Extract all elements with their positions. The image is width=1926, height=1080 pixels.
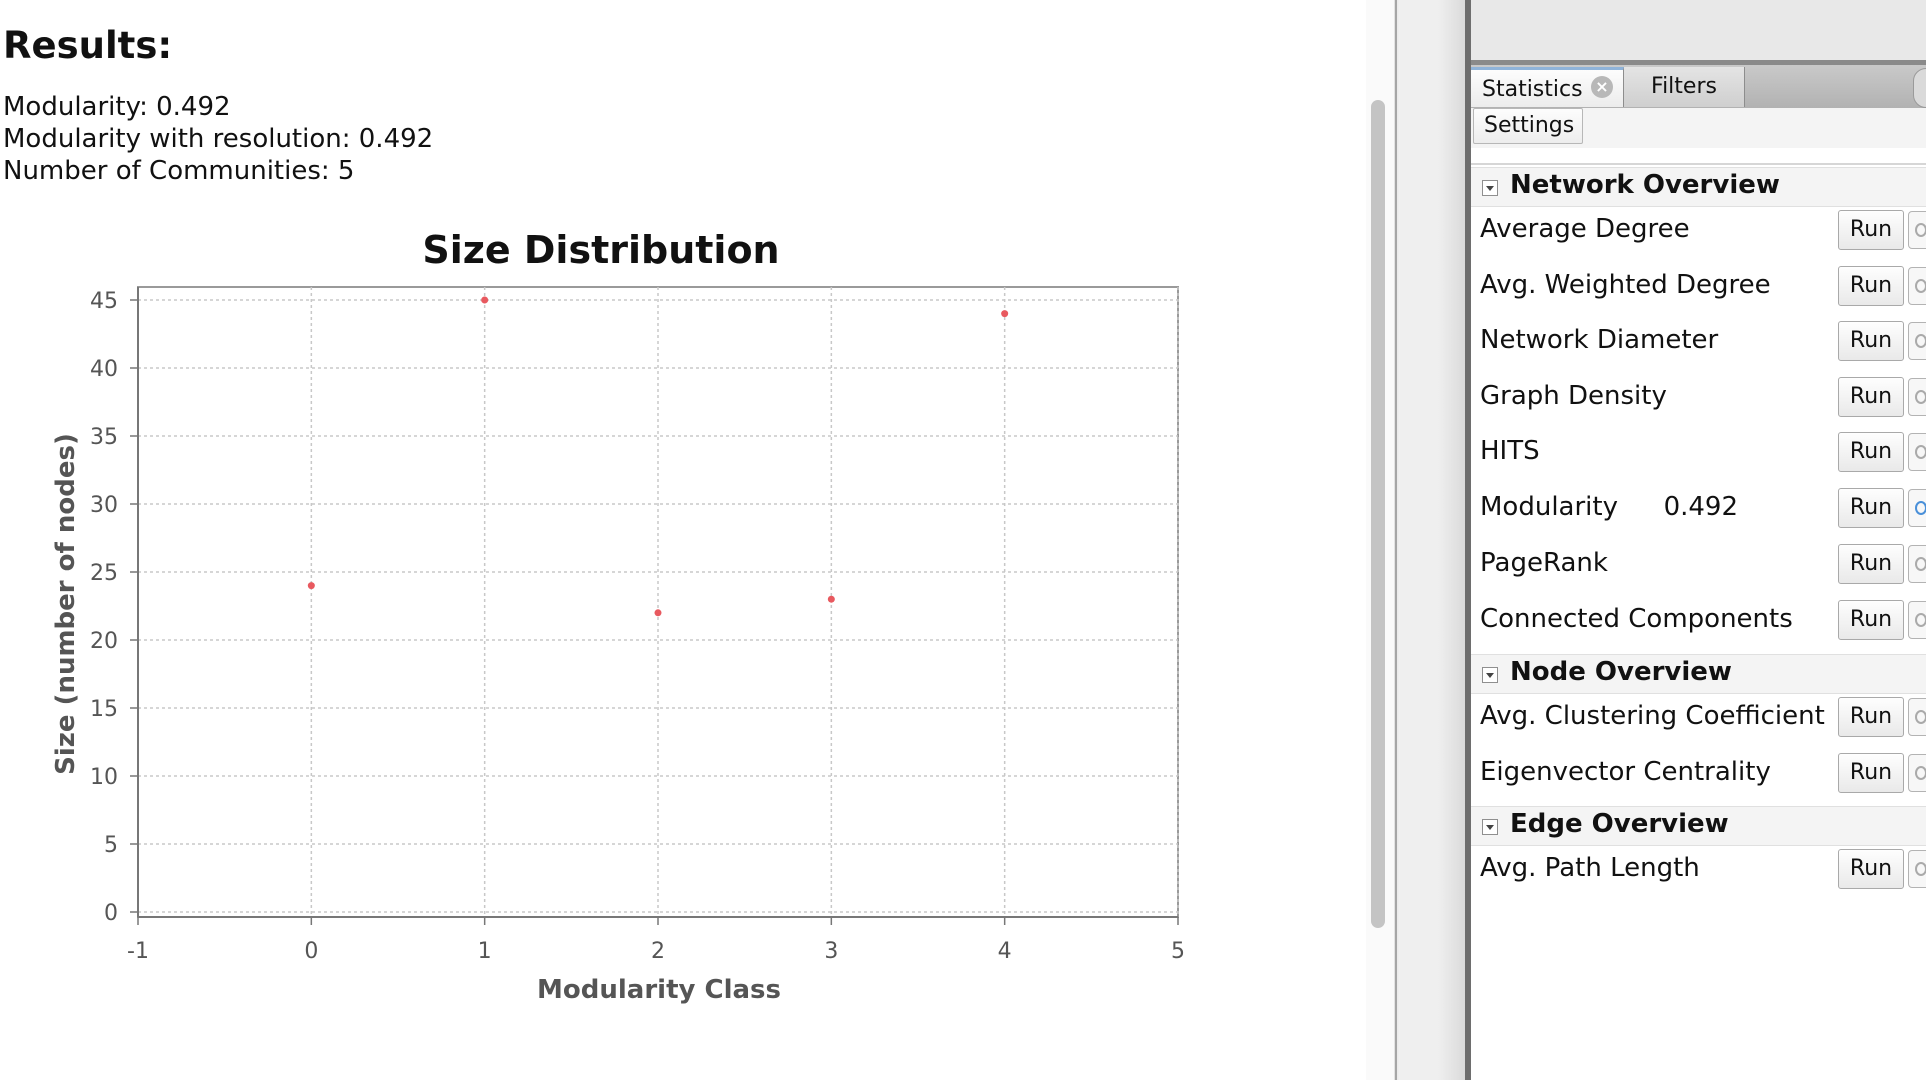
section-edge-overview[interactable]	[1471, 806, 1926, 846]
data-points	[307, 296, 1009, 617]
collapse-toggle-icon[interactable]	[1482, 819, 1498, 835]
section-title: Edge Overview	[1510, 809, 1729, 839]
collapse-toggle-icon[interactable]	[1482, 180, 1498, 196]
info-icon[interactable]	[1908, 211, 1926, 249]
y-tick-label: 35	[90, 425, 118, 450]
size-distribution-chart: Size Distribution Modularity Class Size …	[51, 228, 1185, 1005]
scrollbar-thumb[interactable]	[1371, 100, 1385, 928]
y-tick-label: 0	[104, 901, 118, 926]
metric-hits: HITS	[1480, 436, 1540, 466]
metric-graph-density: Graph Density	[1480, 381, 1667, 411]
metric-network-diameter: Network Diameter	[1480, 325, 1719, 355]
metric-connected-components: Connected Components	[1480, 604, 1793, 634]
modularity-value: 0.492	[1663, 492, 1738, 522]
collapse-toggle-icon[interactable]	[1482, 667, 1498, 683]
x-tick-label: 3	[824, 939, 838, 964]
y-tick-label: 30	[90, 493, 118, 518]
section-node-overview[interactable]	[1471, 654, 1926, 694]
run-pagerank-button[interactable]: Run	[1838, 544, 1904, 584]
splitter-line	[1395, 0, 1397, 1080]
run-network-diameter-button[interactable]: Run	[1838, 321, 1904, 361]
tab-filters[interactable]: Filters	[1624, 67, 1745, 107]
run-avg-weighted-degree-button[interactable]: Run	[1838, 266, 1904, 306]
section-network-overview[interactable]	[1471, 167, 1926, 207]
run-average-degree-button[interactable]: Run	[1838, 210, 1904, 250]
data-point	[481, 296, 489, 304]
tab-filters-label: Filters	[1651, 74, 1717, 99]
y-tick-label: 5	[104, 833, 118, 858]
communities-line: Number of Communities: 5	[3, 156, 355, 186]
y-tick-label: 15	[90, 697, 118, 722]
run-avg-clustering-coefficient-button[interactable]: Run	[1838, 697, 1904, 737]
x-tick-label: 2	[651, 939, 665, 964]
tab-statistics-label: Statistics	[1482, 77, 1583, 102]
x-axis-label: Modularity Class	[537, 975, 781, 1005]
axes	[130, 287, 1179, 925]
x-tick-label: 0	[304, 939, 318, 964]
splitter-shade	[1438, 0, 1468, 1080]
info-icon[interactable]	[1908, 850, 1926, 888]
settings-button[interactable]: Settings	[1473, 108, 1583, 144]
panel-border	[1465, 0, 1471, 1080]
chart-title: Size Distribution	[422, 228, 779, 272]
close-icon[interactable]: ×	[1591, 76, 1613, 98]
panel-header	[1471, 0, 1926, 60]
section-title: Node Overview	[1510, 657, 1732, 687]
y-tick-label: 10	[90, 765, 118, 790]
run-graph-density-button[interactable]: Run	[1838, 377, 1904, 417]
run-connected-components-button[interactable]: Run	[1838, 600, 1904, 640]
x-tick-label: 5	[1171, 939, 1185, 964]
info-icon[interactable]	[1908, 433, 1926, 471]
metric-avg-clustering-coefficient: Avg. Clustering Coefficient	[1480, 701, 1825, 731]
y-tick-label: 45	[90, 289, 118, 314]
data-point	[827, 595, 835, 603]
run-avg-path-length-button[interactable]: Run	[1838, 849, 1904, 889]
metric-modularity: Modularity	[1480, 492, 1618, 522]
info-icon[interactable]	[1908, 601, 1926, 639]
y-tick-label: 25	[90, 561, 118, 586]
x-tick-label: 1	[478, 939, 492, 964]
info-icon[interactable]	[1908, 698, 1926, 736]
splitter-edge	[1394, 0, 1400, 1080]
data-point	[1001, 310, 1009, 318]
divider	[1471, 163, 1926, 165]
results-title: Results:	[3, 24, 173, 67]
y-axis-label: Size (number of nodes)	[51, 433, 81, 775]
metric-avg-path-length: Avg. Path Length	[1480, 853, 1700, 883]
x-tick-label: -1	[127, 939, 149, 964]
run-hits-button[interactable]: Run	[1838, 432, 1904, 472]
modularity-line: Modularity: 0.492	[3, 92, 231, 122]
info-icon[interactable]	[1908, 545, 1926, 583]
report-icon[interactable]	[1908, 489, 1926, 527]
metric-average-degree: Average Degree	[1480, 214, 1690, 244]
info-icon[interactable]	[1908, 267, 1926, 305]
modularity-resolution-line: Modularity with resolution: 0.492	[3, 124, 434, 154]
panel-divider	[1471, 60, 1926, 65]
y-tick-label: 20	[90, 629, 118, 654]
metric-eigenvector-centrality: Eigenvector Centrality	[1480, 757, 1771, 787]
run-modularity-button[interactable]: Run	[1838, 488, 1904, 528]
run-eigenvector-centrality-button[interactable]: Run	[1838, 753, 1904, 793]
section-title: Network Overview	[1510, 170, 1780, 200]
metric-avg-weighted-degree: Avg. Weighted Degree	[1480, 270, 1771, 300]
x-tick-label: 4	[998, 939, 1012, 964]
info-icon[interactable]	[1908, 378, 1926, 416]
data-point	[307, 582, 315, 590]
report-pane: Results: Modularity: 0.492 Modularity wi…	[3, 24, 1185, 1005]
tab-overflow-control[interactable]	[1913, 68, 1926, 108]
data-point	[654, 609, 662, 617]
info-icon[interactable]	[1908, 322, 1926, 360]
metric-pagerank: PageRank	[1480, 548, 1608, 578]
y-tick-label: 40	[90, 357, 118, 382]
statistics-panel: Statistics × Filters Settings Network Ov…	[1471, 0, 1926, 1080]
info-icon[interactable]	[1908, 754, 1926, 792]
